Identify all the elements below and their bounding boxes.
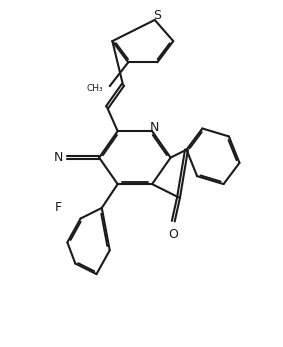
Text: N: N bbox=[53, 151, 63, 164]
Text: F: F bbox=[55, 201, 62, 214]
Text: O: O bbox=[168, 228, 178, 241]
Text: N: N bbox=[150, 121, 159, 134]
Text: S: S bbox=[153, 9, 161, 23]
Text: CH₃: CH₃ bbox=[87, 84, 103, 93]
